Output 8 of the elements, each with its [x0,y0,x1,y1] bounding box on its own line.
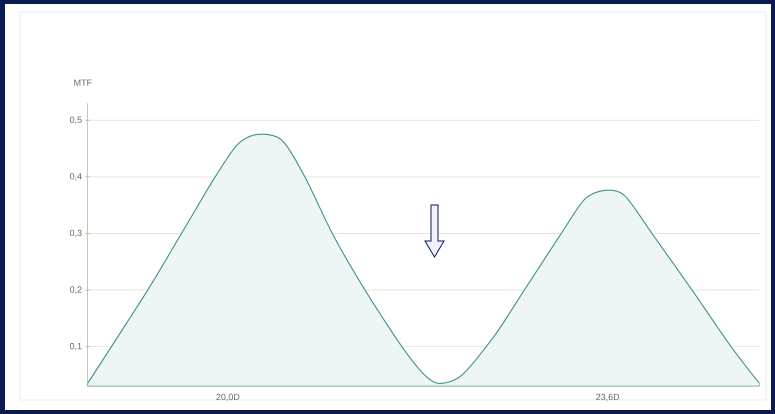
x-tick-label: 20,0D [216,394,240,402]
y-tick-label: 0,4 [70,173,82,181]
y-tick-label: 0,3 [70,230,82,238]
y-tick-label: 0,5 [70,116,82,124]
y-tick-label: 0,2 [70,286,82,294]
y-tick-label: 0,1 [70,342,82,350]
x-tick-label: 23,6D [596,394,620,402]
y-axis-title: MTF [74,80,92,86]
